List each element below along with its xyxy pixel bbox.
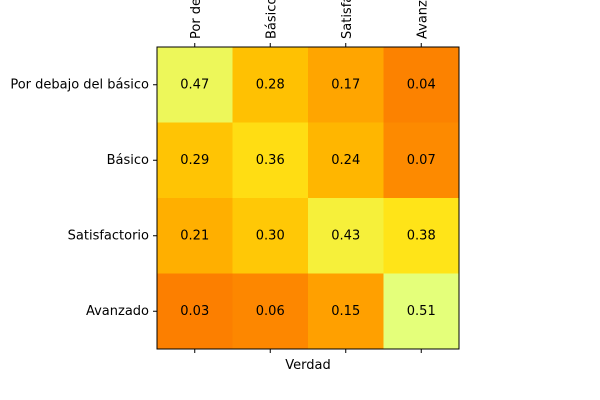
x-axis-label: Verdad xyxy=(285,358,330,373)
heatmap-cell xyxy=(383,198,460,274)
cell-value-label: 0.47 xyxy=(180,77,209,92)
cell-value-label: 0.51 xyxy=(407,304,436,319)
x-tick-label: Por debajo del básico xyxy=(189,0,204,39)
y-tick-label: Satisfactorio xyxy=(68,228,149,243)
cell-value-label: 0.06 xyxy=(256,304,285,319)
plot-frame xyxy=(156,46,460,350)
cell-value-label: 0.43 xyxy=(331,228,360,243)
cell-value-label: 0.03 xyxy=(180,304,209,319)
cell-value-label: 0.29 xyxy=(180,153,209,168)
cell-value-label: 0.24 xyxy=(331,153,360,168)
x-tick-label: Avanzado xyxy=(415,0,430,39)
heatmap-cell xyxy=(383,273,460,350)
y-tick-labels: Por debajo del básico Básico Satisfactorio… xyxy=(10,77,149,319)
heatmap-cell xyxy=(157,47,233,123)
cell-value-label: 0.28 xyxy=(256,77,285,92)
cell-value-label: 0.17 xyxy=(331,77,360,92)
y-tick-label: Avanzado xyxy=(86,304,149,319)
x-tick-label: Satisfactorio xyxy=(340,0,355,39)
y-tick-label: Por debajo del básico xyxy=(10,77,149,92)
heatmap-cell xyxy=(157,198,233,274)
cell-value-label: 0.38 xyxy=(407,228,436,243)
cell-value-label: 0.15 xyxy=(331,304,360,319)
heatmap-cell xyxy=(232,122,309,199)
heatmap-cell xyxy=(383,122,460,199)
y-tick-label: Básico xyxy=(107,153,149,168)
heatmap-cell xyxy=(383,47,460,123)
heatmap-cell xyxy=(308,122,384,199)
cell-value-label: 0.04 xyxy=(407,77,436,92)
cell-value-label: 0.36 xyxy=(256,153,285,168)
heatmap-cell xyxy=(308,273,384,350)
heatmap-cell xyxy=(232,47,309,123)
cell-value-label: 0.07 xyxy=(407,153,436,168)
heatmap-cell xyxy=(157,273,233,350)
heatmap-cell xyxy=(232,273,309,350)
heatmap-cells: 0.47 0.28 0.17 0.04 0.29 0.36 0.24 0.07 0.21 0.30… xyxy=(157,47,460,350)
heatmap-cell xyxy=(157,122,233,199)
cell-value-label: 0.21 xyxy=(180,228,209,243)
cell-value-label: 0.30 xyxy=(256,228,285,243)
heatmap-cell xyxy=(232,198,309,274)
x-tick-label: Básico xyxy=(264,0,279,39)
x-tick-labels: Por debajo del básico Básico Satisfactorio… xyxy=(189,0,431,39)
heatmap-cell xyxy=(308,47,384,123)
heatmap-cell xyxy=(308,198,384,274)
tick-marks xyxy=(153,43,422,353)
